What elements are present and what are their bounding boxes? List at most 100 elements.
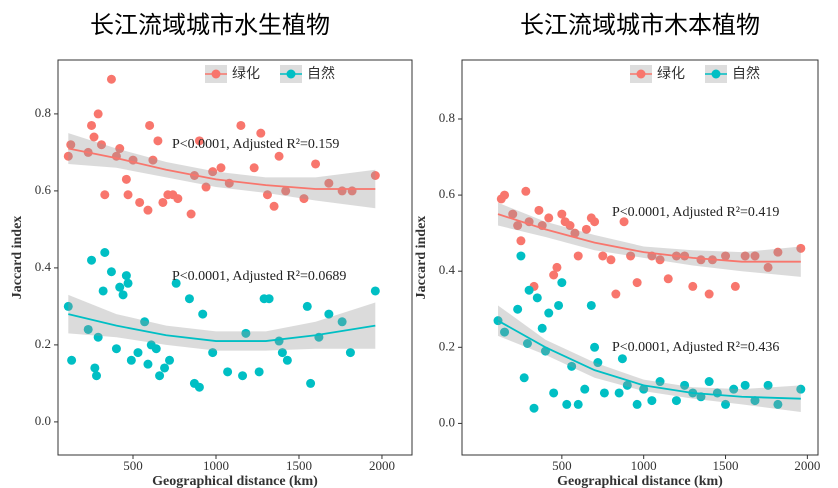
y-tick-label: 0.2 — [439, 338, 455, 353]
point — [557, 278, 567, 288]
point — [198, 309, 208, 319]
point — [544, 213, 554, 223]
point — [549, 388, 559, 398]
point — [93, 332, 103, 342]
point — [249, 163, 259, 173]
point — [262, 190, 272, 200]
fit-line — [497, 319, 801, 400]
point — [671, 396, 681, 406]
point — [345, 348, 355, 358]
confidence-band — [68, 133, 376, 209]
point — [516, 236, 526, 246]
point — [324, 309, 334, 319]
point — [256, 128, 266, 138]
point — [337, 317, 347, 327]
point — [302, 301, 312, 311]
point — [63, 301, 73, 311]
point — [66, 140, 76, 150]
point — [763, 262, 773, 272]
y-tick-label: 0.0 — [35, 413, 51, 428]
point — [186, 209, 196, 219]
point — [573, 399, 583, 409]
point — [241, 328, 251, 338]
point — [632, 399, 642, 409]
y-tick-label: 0.2 — [35, 336, 51, 351]
x-axis-label: Geographical distance (km) — [557, 474, 723, 488]
point — [121, 174, 131, 184]
point — [750, 251, 760, 261]
point — [238, 371, 248, 381]
point — [92, 371, 102, 381]
chart-title: 长江流域城市木本植物 — [520, 11, 760, 39]
point — [586, 300, 596, 310]
point — [626, 251, 636, 261]
point — [532, 293, 542, 303]
annotation: P<0.0001, Adjusted R²=0.0689 — [172, 269, 346, 284]
point — [565, 221, 575, 231]
point — [567, 361, 577, 371]
point — [96, 140, 106, 150]
point — [370, 170, 380, 180]
point — [126, 355, 136, 365]
point — [688, 281, 698, 291]
confidence-band — [498, 202, 801, 277]
point — [549, 270, 559, 280]
point — [570, 228, 580, 238]
point — [611, 289, 621, 299]
y-tick-label: 0.6 — [439, 186, 456, 201]
point — [573, 251, 583, 261]
chart-title: 长江流域城市水生植物 — [90, 11, 330, 39]
point — [274, 151, 284, 161]
point — [98, 286, 108, 296]
point — [750, 396, 760, 406]
x-tick-label: 1500 — [713, 458, 739, 473]
point — [83, 324, 93, 334]
point — [123, 190, 133, 200]
legend-label: 绿化 — [232, 66, 260, 82]
point — [796, 243, 806, 253]
point — [537, 323, 547, 333]
point — [655, 255, 665, 265]
point — [529, 403, 539, 413]
point — [143, 359, 153, 369]
point — [581, 224, 591, 234]
y-axis-label: Jaccard index — [10, 216, 25, 300]
fit-line — [68, 313, 376, 342]
point — [194, 136, 204, 146]
point — [194, 382, 204, 392]
point — [201, 182, 211, 192]
legend-label: 绿化 — [657, 66, 685, 82]
point — [148, 155, 158, 165]
point — [617, 354, 627, 364]
plot-area — [57, 59, 413, 456]
x-tick-label: 1000 — [203, 458, 229, 473]
point — [557, 209, 567, 219]
x-tick-label: 1000 — [631, 458, 657, 473]
legend-dot — [286, 69, 296, 79]
point — [516, 251, 526, 261]
point — [171, 278, 181, 288]
point — [115, 282, 125, 292]
point — [67, 355, 77, 365]
point — [111, 344, 121, 354]
point — [655, 377, 665, 387]
point — [554, 300, 564, 310]
point — [639, 384, 649, 394]
point — [269, 201, 279, 211]
point — [721, 251, 731, 261]
legend-label: 自然 — [307, 65, 335, 82]
annotation: P<0.0001, Adjusted R²=0.436 — [612, 340, 779, 355]
fit-line — [497, 213, 801, 263]
legend-dot — [211, 69, 221, 79]
point — [282, 355, 292, 365]
point — [87, 120, 97, 130]
point — [306, 378, 316, 388]
point — [118, 290, 128, 300]
point — [93, 109, 103, 119]
point — [580, 384, 590, 394]
point — [796, 384, 806, 394]
point — [590, 342, 600, 352]
point — [663, 274, 673, 284]
point — [763, 380, 773, 390]
